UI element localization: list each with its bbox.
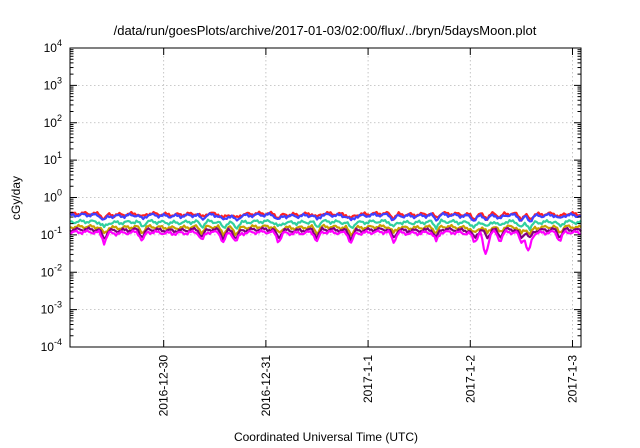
x-tick-label: 2016-12-30: [157, 355, 171, 417]
y-tick-label: 100: [44, 188, 62, 205]
x-tick-label: 2017-1-3: [565, 355, 579, 403]
y-tick-label: 102: [44, 113, 62, 130]
x-axis-label: Coordinated Universal Time (UTC): [234, 430, 418, 444]
chart-title: /data/run/goesPlots/archive/2017-01-03/0…: [114, 23, 537, 38]
y-tick-label: 104: [44, 38, 62, 55]
x-tick-label: 2016-12-31: [259, 355, 273, 417]
series-line: [69, 218, 582, 232]
series-line: [69, 229, 582, 255]
y-tick-label: 103: [44, 75, 62, 92]
series-line: [69, 223, 582, 237]
x-tick-label: 2017-1-2: [463, 355, 477, 403]
y-axis-label: cGy/day: [9, 176, 23, 220]
y-tick-label: 10-3: [41, 300, 62, 317]
series-line: [69, 211, 582, 223]
grid: [70, 48, 581, 347]
series-group: [69, 210, 582, 255]
x-tick-label: 2017-1-1: [361, 355, 375, 403]
y-tick-label: 10-2: [41, 262, 62, 279]
y-tick-label: 101: [44, 150, 62, 167]
y-tick-label: 10-4: [41, 337, 62, 354]
y-tick-label: 10-1: [41, 225, 62, 242]
